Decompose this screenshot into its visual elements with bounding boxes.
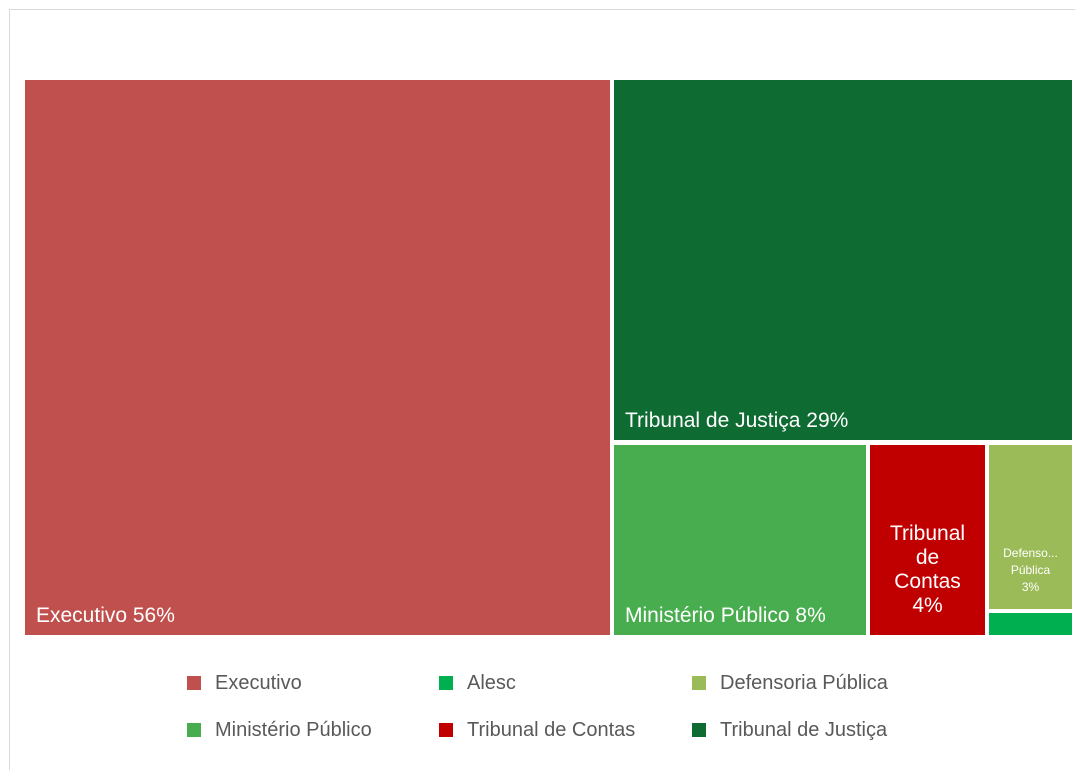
treemap-label-tribunal-de-contas-line-3: Contas	[894, 570, 961, 593]
treemap-tile-defensoria-publica	[989, 445, 1072, 609]
treemap-label-tribunal-de-justica: Tribunal de Justiça 29%	[625, 409, 848, 432]
treemap-label-tribunal-de-contas-line-1: Tribunal	[890, 522, 965, 545]
treemap-label-executivo: Executivo 56%	[36, 604, 175, 627]
treemap-tile-alesc	[989, 613, 1072, 635]
treemap-label-ministerio-publico: Ministério Público 8%	[625, 604, 826, 627]
treemap-tile-tribunal-de-contas	[870, 445, 985, 635]
treemap-label-tribunal-de-contas-line-4: 4%	[912, 594, 942, 617]
treemap-label-tribunal-de-contas-line-2: de	[916, 546, 939, 569]
treemap-tile-ministerio-publico	[614, 445, 866, 635]
treemap-tile-tribunal-de-justica	[614, 80, 1072, 440]
treemap-tile-executivo	[25, 80, 610, 635]
chart-frame	[9, 9, 1075, 770]
treemap-label-defensoria-publica-line-2: Pública	[1011, 563, 1051, 577]
treemap-label-defensoria-publica-line-1: Defenso...	[1003, 546, 1058, 560]
treemap-label-defensoria-publica-line-3: 3%	[1022, 580, 1040, 594]
